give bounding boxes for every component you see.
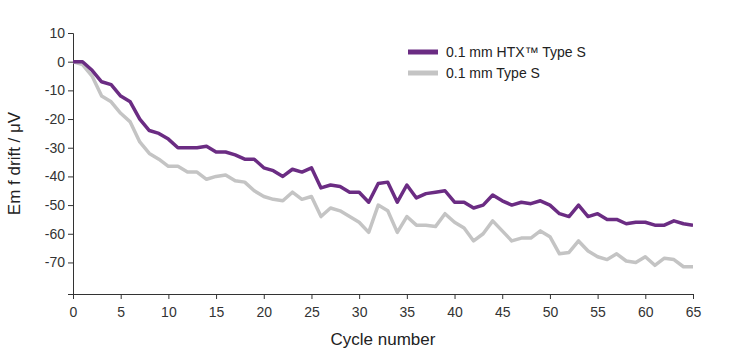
tick: 0 [57,54,73,70]
chart: 0 5 10 15 20 25 30 35 40 45 50 55 60 65 -70 -60 -50 -40 -3… [0,0,739,359]
tick-mark [502,294,503,299]
tick-label: 20 [256,304,272,320]
tick: 0 [70,294,78,320]
y-axis: -70 -60 -50 -40 -30 -20 -10 0 10 [45,25,74,295]
y-axis-title: Em f drift / μV [5,111,24,215]
tick-label: 0 [57,54,65,70]
tick-mark [68,205,73,206]
tick-mark [407,294,408,299]
tick: 55 [590,294,606,320]
tick-label: 40 [447,304,463,320]
tick: 30 [352,294,368,320]
tick-mark [68,33,73,34]
series-line [73,62,693,267]
tick-mark [168,294,169,299]
tick-label: -30 [45,140,65,156]
legend-swatch [408,71,438,76]
tick-mark [68,119,73,120]
tick: 20 [256,294,272,320]
tick-mark [121,294,122,299]
tick-mark [68,262,73,263]
tick-mark [68,234,73,235]
tick: -70 [45,254,73,270]
legend-label: 0.1 mm HTX™ Type S [446,44,586,60]
tick: -50 [45,197,73,213]
tick-label: 10 [161,304,177,320]
axis-line [68,34,74,295]
tick-label: 15 [209,304,225,320]
tick-label: 5 [117,304,125,320]
tick-label: 30 [352,304,368,320]
tick: 10 [161,294,177,320]
tick-label: 55 [590,304,606,320]
tick: -30 [45,140,73,156]
tick: 60 [638,294,654,320]
tick-mark [455,294,456,299]
tick: -20 [45,111,73,127]
tick-label: -60 [45,226,65,242]
tick: 40 [447,294,463,320]
tick-mark [311,294,312,299]
tick-label: 25 [304,304,320,320]
tick: 25 [304,294,320,320]
tick-mark [645,294,646,299]
plot-area: 0 5 10 15 20 25 30 35 40 45 50 55 60 65 -70 -60 -50 -40 -3… [45,25,702,320]
tick-label: 45 [495,304,511,320]
tick-label: -10 [45,82,65,98]
legend-item: 0.1 mm Type S [408,65,540,81]
tick-label: -70 [45,254,65,270]
tick: 15 [209,294,225,320]
tick-mark [359,294,360,299]
tick-label: -20 [45,111,65,127]
tick-label: -50 [45,197,65,213]
tick-label: 50 [543,304,559,320]
tick: 35 [400,294,416,320]
tick-label: 10 [49,25,65,41]
tick: 5 [117,294,125,320]
tick-mark [68,148,73,149]
tick: 65 [686,294,702,320]
tick-mark [68,62,73,63]
series-line [73,62,693,225]
tick-label: 0 [70,304,78,320]
tick-mark [598,294,599,299]
tick-label: 35 [400,304,416,320]
x-axis-title: Cycle number [331,330,436,349]
tick-label: 60 [638,304,654,320]
axis-line [74,295,694,300]
legend-item: 0.1 mm HTX™ Type S [408,44,586,60]
tick: -40 [45,168,73,184]
tick-mark [693,294,694,299]
tick-mark [550,294,551,299]
legend: 0.1 mm HTX™ Type S 0.1 mm Type S [408,44,586,81]
tick: 45 [495,294,511,320]
tick: -60 [45,226,73,242]
lines [73,62,693,267]
tick-mark [68,176,73,177]
legend-label: 0.1 mm Type S [446,65,540,81]
tick-mark [216,294,217,299]
tick: 50 [543,294,559,320]
tick: -10 [45,82,73,98]
legend-swatch [408,50,438,55]
tick-mark [68,90,73,91]
tick-label: -40 [45,168,65,184]
tick-mark [264,294,265,299]
tick-label: 65 [686,304,702,320]
x-axis: 0 5 10 15 20 25 30 35 40 45 50 55 60 65 [70,294,702,320]
tick: 10 [49,25,73,41]
